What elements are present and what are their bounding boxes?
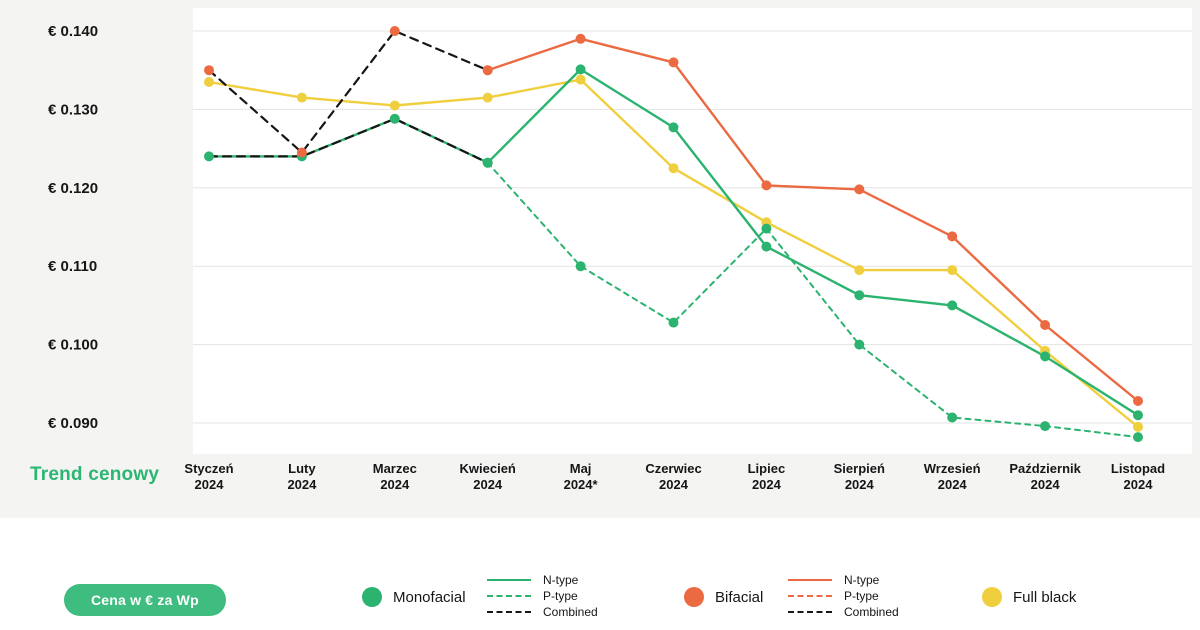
point-monofacial-n-type <box>389 113 400 124</box>
point-monofacial-n-type <box>1133 410 1143 421</box>
bifacial-combined-label: Combined <box>844 605 899 619</box>
point-monofacial-p-type <box>1040 421 1051 432</box>
bifacial-ptype-label: P-type <box>844 589 879 603</box>
monofacial-ntype-label: N-type <box>543 573 579 587</box>
bifacial-combined-line-swatch <box>788 611 832 613</box>
monofacial-combined-line-swatch <box>487 611 531 613</box>
bifacial-ptype-line-swatch <box>788 595 832 597</box>
point-full-black <box>1133 421 1143 432</box>
x-tick-label: Kwiecień 2024 <box>460 461 516 492</box>
legend-lines-bifacial: N-type P-type Combined <box>788 573 899 619</box>
point-monofacial-p-type <box>575 261 586 272</box>
bifacial-ntype-label: N-type <box>844 573 880 587</box>
plot-area <box>193 8 1192 454</box>
point-monofacial-p-type <box>761 223 772 234</box>
point-full-black <box>296 92 307 103</box>
point-bifacial-n-type <box>668 57 679 68</box>
y-tick-label: € 0.090 <box>48 415 98 432</box>
chart-title: Trend cenowy <box>30 464 160 485</box>
point-monofacial-n-type <box>1040 351 1051 362</box>
point-monofacial-p-type <box>854 339 865 350</box>
point-full-black <box>482 92 493 103</box>
x-tick-label: Czerwiec 2024 <box>645 461 701 492</box>
legend-line-item: Combined <box>788 605 899 619</box>
point-full-black <box>668 163 679 174</box>
point-full-black <box>947 265 958 276</box>
series-bifacial-combined <box>207 29 489 154</box>
point-bifacial-combined <box>389 26 400 36</box>
point-monofacial-n-type <box>575 64 586 75</box>
legend-line-item: P-type <box>487 589 598 603</box>
point-full-black <box>854 265 865 276</box>
x-tick-label: Styczeń 2024 <box>184 461 233 492</box>
point-bifacial-combined <box>482 65 493 76</box>
legend-line-item: Combined <box>487 605 598 619</box>
point-monofacial-n-type <box>761 241 772 252</box>
x-tick-label: Maj 2024* <box>564 461 599 492</box>
bifacial-label: Bifacial <box>715 588 764 606</box>
point-monofacial-p-type <box>1133 432 1143 443</box>
point-monofacial-p-type <box>668 317 679 328</box>
y-tick-label: € 0.110 <box>48 258 97 275</box>
legend-group-bifacial: Bifacial <box>684 587 763 607</box>
point-bifacial-n-type <box>575 33 586 44</box>
x-tick-label: Październik 2024 <box>1009 461 1081 492</box>
point-monofacial-n-type <box>668 122 679 133</box>
bifacial-color-dot <box>684 587 704 607</box>
legend-lines-monofacial: N-type P-type Combined <box>487 573 598 619</box>
legend-line-item: P-type <box>788 589 899 603</box>
price-unit-pill: Cena w € za Wp <box>64 584 226 616</box>
bifacial-ntype-line-swatch <box>788 579 832 581</box>
point-monofacial-n-type <box>854 290 865 301</box>
point-bifacial-combined <box>296 147 307 158</box>
y-tick-label: € 0.100 <box>48 337 98 354</box>
point-full-black <box>575 74 586 85</box>
series-monofacial-combined <box>207 117 489 164</box>
point-bifacial-n-type <box>761 180 772 191</box>
point-bifacial-n-type <box>1133 396 1143 406</box>
point-full-black <box>204 77 214 87</box>
legend-group-monofacial: Monofacial <box>362 587 466 607</box>
x-tick-label: Lipiec 2024 <box>748 461 786 492</box>
monofacial-ptype-label: P-type <box>543 589 578 603</box>
x-tick-label: Sierpień 2024 <box>834 461 885 492</box>
y-tick-label: € 0.130 <box>48 101 98 118</box>
legend-line-item: N-type <box>487 573 598 587</box>
legend-group-full-black: Full black <box>982 587 1076 607</box>
y-tick-label: € 0.140 <box>48 23 98 40</box>
point-monofacial-n-type <box>204 151 214 162</box>
point-bifacial-combined <box>204 65 214 76</box>
price-trend-chart: € 0.140 € 0.130 € 0.120 € 0.110 € 0.100 € 0.0… <box>48 8 1192 492</box>
y-tick-label: € 0.120 <box>48 180 98 197</box>
chart-card: € 0.140 € 0.130 € 0.120 € 0.110 € 0.100 € 0.0… <box>0 0 1200 518</box>
x-tick-label: Wrzesień 2024 <box>924 461 981 492</box>
full-black-color-dot <box>982 587 1002 607</box>
x-tick-label: Luty 2024 <box>287 461 317 492</box>
monofacial-ptype-line-swatch <box>487 595 531 597</box>
legend-line-item: N-type <box>788 573 899 587</box>
point-monofacial-p-type <box>482 157 493 168</box>
monofacial-combined-label: Combined <box>543 605 598 619</box>
monofacial-ntype-line-swatch <box>487 579 531 581</box>
point-bifacial-n-type <box>947 231 958 242</box>
point-full-black <box>389 100 400 111</box>
point-monofacial-n-type <box>947 300 958 311</box>
monofacial-color-dot <box>362 587 382 607</box>
series-bifacial-n-type <box>486 37 1140 403</box>
full-black-label: Full black <box>1013 588 1077 606</box>
point-bifacial-n-type <box>854 184 865 195</box>
series-monofacial-p-type <box>486 161 1139 439</box>
x-tick-label: Listopad 2024 <box>1111 461 1165 492</box>
point-bifacial-n-type <box>1040 320 1051 330</box>
x-tick-label: Marzec 2024 <box>373 461 417 492</box>
monofacial-label: Monofacial <box>393 588 466 606</box>
point-monofacial-p-type <box>947 412 958 423</box>
